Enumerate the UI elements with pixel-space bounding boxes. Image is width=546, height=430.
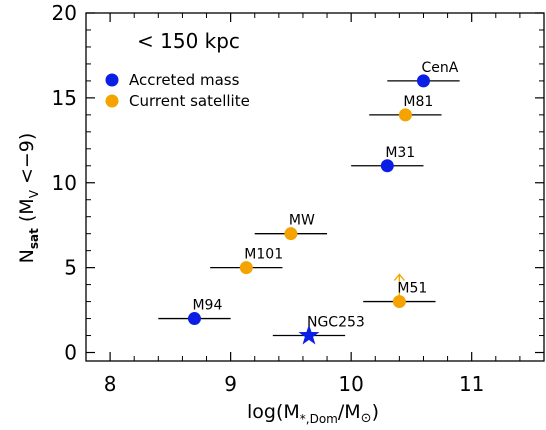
- y-axis-title-rest: <−9): [16, 133, 38, 190]
- legend-label: Accreted mass: [129, 71, 240, 89]
- axis-tick-labels: 8 9 10 11 0 5 10 15 20: [52, 1, 485, 396]
- y-axis-title-paren: (M: [16, 198, 38, 222]
- point-label: M94: [192, 298, 222, 314]
- y-axis-title-main: N: [16, 249, 38, 263]
- axis-ticks: [85, 12, 545, 361]
- legend-marker: [105, 73, 119, 87]
- data-point-m101: M101: [210, 247, 283, 275]
- x-axis-title-subscript: *,Dom: [300, 412, 338, 426]
- data-point-mw: MW: [254, 213, 328, 241]
- legend: Accreted mass Current satellite: [105, 71, 250, 110]
- x-axis-title-sun-symbol: ⊙: [361, 411, 372, 426]
- point-marker: [380, 159, 394, 173]
- star-marker: [298, 324, 320, 345]
- lower-limit-arrow-head: [393, 273, 405, 281]
- x-tick-label: 11: [459, 372, 484, 396]
- plot-frame: [85, 12, 545, 362]
- data-point-cena: CenA: [387, 60, 460, 88]
- point-marker: [239, 261, 253, 275]
- data-point-m81: M81: [369, 94, 442, 122]
- y-tick-label: 0: [64, 341, 77, 365]
- annotation-text: < 150 kpc: [137, 29, 240, 53]
- data-point-ngc253: NGC253: [272, 315, 365, 345]
- y-tick-label: 15: [52, 86, 77, 110]
- point-label: NGC253: [307, 315, 365, 331]
- point-label: M51: [397, 281, 427, 297]
- x-tick-label: 10: [338, 372, 363, 396]
- point-marker: [392, 295, 406, 309]
- x-tick-label: 8: [104, 372, 117, 396]
- x-axis-title-close: ): [372, 401, 379, 423]
- point-label: CenA: [421, 60, 458, 76]
- plot-border: [85, 12, 545, 362]
- data-point-m51: M51: [363, 273, 436, 309]
- point-marker: [187, 312, 201, 326]
- y-axis-title-subscript-v: V: [27, 189, 41, 198]
- y-tick-label: 5: [64, 256, 77, 280]
- point-marker: [416, 74, 430, 88]
- y-axis-title-subscript: sat: [27, 228, 41, 249]
- point-marker: [284, 227, 298, 241]
- x-axis-title-mid: /M: [338, 401, 361, 423]
- point-label: M81: [403, 94, 433, 110]
- data-point-m31: M31: [351, 145, 424, 173]
- data-point-m94: M94: [158, 298, 231, 326]
- data-layer: CenA M81 M31 MW M101 M94 M51 NGC253: [158, 60, 460, 345]
- x-axis-title: log(M*,Dom/M⊙): [247, 401, 379, 426]
- point-label: M31: [385, 145, 415, 161]
- x-axis-title-main: log(M: [247, 401, 300, 423]
- y-axis-title: Nsat (MV <−9): [16, 133, 41, 264]
- y-tick-label: 10: [52, 171, 77, 195]
- point-label: MW: [289, 213, 315, 229]
- y-tick-label: 20: [52, 1, 77, 25]
- legend-label: Current satellite: [129, 92, 250, 110]
- point-marker: [398, 108, 412, 122]
- legend-marker: [105, 94, 119, 108]
- point-label: M101: [244, 247, 283, 263]
- x-tick-label: 9: [224, 372, 237, 396]
